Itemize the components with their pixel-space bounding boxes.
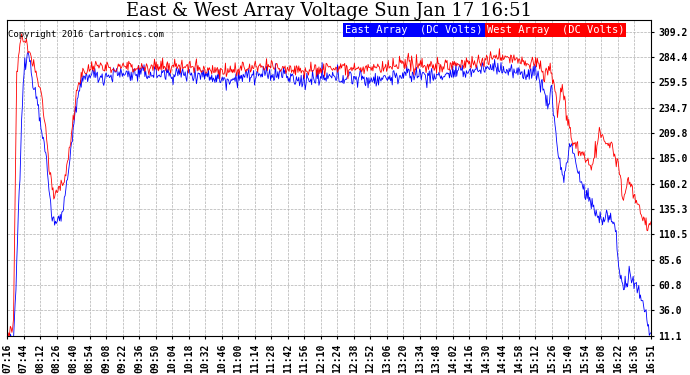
- Text: East Array  (DC Volts): East Array (DC Volts): [345, 25, 482, 35]
- Text: West Array  (DC Volts): West Array (DC Volts): [486, 25, 624, 35]
- Title: East & West Array Voltage Sun Jan 17 16:51: East & West Array Voltage Sun Jan 17 16:…: [126, 2, 532, 20]
- Text: Copyright 2016 Cartronics.com: Copyright 2016 Cartronics.com: [8, 30, 164, 39]
